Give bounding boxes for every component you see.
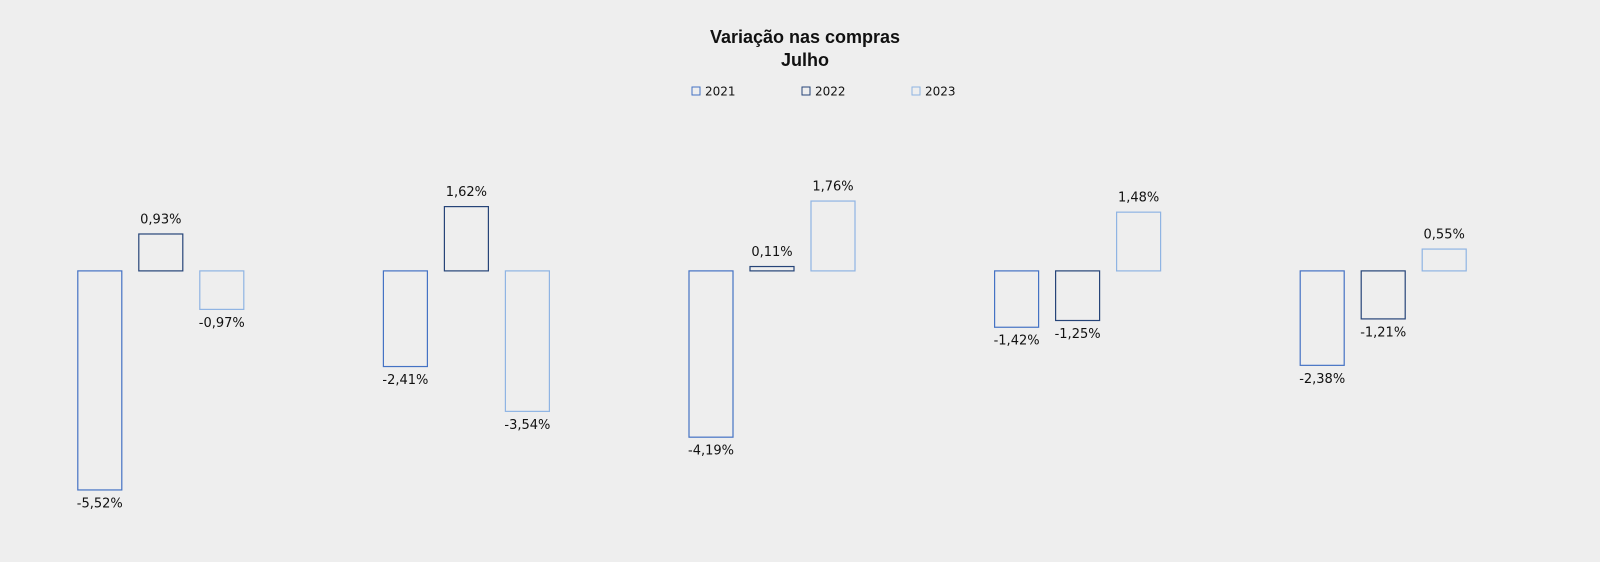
- bar: [1421, 248, 1467, 272]
- data-label: -2,38%: [1299, 372, 1345, 387]
- bar: [1054, 270, 1101, 322]
- data-label: 0,55%: [1424, 228, 1465, 243]
- bar: [993, 270, 1040, 328]
- legend-label: 2021: [705, 85, 736, 99]
- bar: [1360, 270, 1406, 320]
- bar: [77, 270, 123, 491]
- legend-swatch: [801, 86, 811, 96]
- data-label: -0,97%: [199, 316, 245, 331]
- legend-label: 2022: [815, 85, 846, 99]
- data-label: 1,62%: [446, 185, 487, 200]
- data-label: -1,25%: [1055, 327, 1101, 342]
- data-label: -1,42%: [994, 334, 1040, 349]
- data-label: -5,52%: [77, 496, 123, 511]
- bar: [443, 206, 489, 272]
- data-label: 1,48%: [1118, 191, 1159, 206]
- bar: [382, 270, 428, 368]
- chart-subtitle: Julho: [781, 50, 829, 70]
- data-label: -3,54%: [504, 418, 550, 433]
- data-label: -2,41%: [382, 373, 428, 388]
- bar: [1115, 211, 1162, 272]
- bar: [1299, 270, 1345, 366]
- data-label: -4,19%: [688, 444, 734, 459]
- chart-title: Variação nas compras: [710, 27, 900, 47]
- data-label: -1,21%: [1360, 325, 1406, 340]
- bar: [138, 233, 184, 272]
- bar: [504, 270, 550, 412]
- data-label: 0,93%: [140, 212, 181, 227]
- bar: [199, 270, 245, 310]
- bar: [810, 200, 856, 272]
- legend-swatch: [691, 86, 701, 96]
- bar: [688, 270, 734, 438]
- data-label: 0,11%: [751, 245, 792, 260]
- legend-label: 2023: [925, 85, 956, 99]
- legend-swatch: [911, 86, 921, 96]
- bar: [749, 265, 795, 272]
- data-label: 1,76%: [812, 180, 853, 195]
